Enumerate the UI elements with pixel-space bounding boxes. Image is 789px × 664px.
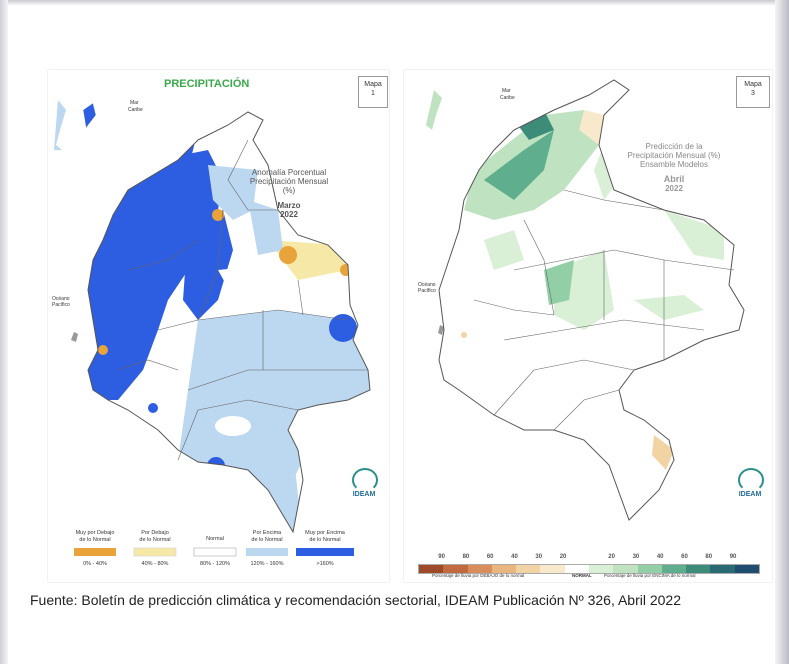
scale-normal-text: NORMAL [572,573,592,578]
right-ocean-label-2: Pacífico [418,288,436,294]
legend-below-line-2: de lo Normal [139,536,171,543]
right-year: 2022 [665,184,683,193]
scale-swatch [613,565,638,573]
right-title-line-3: Ensamble Modelos [639,160,709,169]
right-logo-text: IDEAM [738,491,762,498]
left-map-subtitle: Anomalía Porcentual Precipitación Mensua… [234,168,344,219]
left-map-panel: PRECIPITACIÓN Mapa 1 Mar Caribe Océano P… [48,70,389,582]
legend-very-below-line-1: Muy por Debajo [75,530,115,536]
photo-edge-left [0,0,8,664]
scale-below-text: Porcentaje de lluvia por DEBAJO de lo no… [432,573,525,578]
photo-edge-top [0,0,789,6]
scale-number: 60 [486,554,494,560]
ideam-logo-icon [738,468,764,492]
scale-number: 90 [438,554,445,560]
right-ideam-logo: IDEAM [734,468,766,502]
right-title-line-1: Predicción de la [645,142,703,151]
legend-range-below: 40% - 80% [141,561,169,567]
scale-number: 80 [462,554,470,560]
scale-above-text: Porcentaje de lluvia por ENCIMA de lo no… [604,573,696,578]
scale-swatch [661,565,687,573]
left-map-graphic [54,100,371,557]
scale-swatch [686,565,711,573]
scale-number: 30 [632,554,640,560]
left-month: Marzo [277,201,301,210]
legend-swatch-very-above [296,548,354,556]
scale-number: 40 [656,554,664,560]
scale-swatch [734,565,759,573]
right-map-number: 3 [751,90,755,97]
scale-swatch [637,565,662,573]
scale-number: 20 [559,554,567,560]
scale-swatch [710,565,735,573]
legend-label-above: Por Encima de lo Normal [240,530,294,543]
legend-very-below-line-2: de lo Normal [79,536,111,543]
right-map-label: Mapa [744,81,762,88]
scale-swatch [419,565,444,573]
scale-number: 60 [681,554,688,560]
right-map-panel: Mapa 3 Mar Caribe Océano Pacífico Predic… [404,70,772,582]
precipitation-color-scale [418,564,760,574]
left-sea-label-2: Caribe [128,107,143,113]
legend-label-normal: Normal [188,536,242,543]
left-ideam-logo: IDEAM [348,468,380,502]
left-year: 2022 [280,210,298,219]
legend-range-very-above: >160% [316,561,334,567]
scale-swatch [491,565,517,573]
legend-range-very-below: 0% - 40% [83,561,107,567]
scale-number: 90 [729,554,737,560]
right-ocean-label-1: Océano [418,282,436,288]
right-map-graphic [426,79,745,521]
legend-normal-line-1: Normal [206,536,224,542]
left-map-label: Mapa [364,81,382,88]
scale-number: 40 [511,554,518,560]
left-logo-text: IDEAM [352,491,376,498]
left-subtitle-line-3: (%) [282,186,296,195]
left-map-number-box: Mapa 1 [358,76,388,108]
legend-label-below: Por Debajo de lo Normal [128,530,182,543]
left-subtitle-line-2: Precipitación Mensual [249,177,329,186]
right-map-title: Predicción de la Precipitación Mensual (… [594,142,754,193]
right-sea-label-1: Mar [502,88,511,94]
legend-swatch-very-below [74,548,116,556]
left-map-number: 1 [371,90,375,97]
scale-swatch [443,565,468,573]
scale-swatch [564,565,589,573]
scale-swatch [540,565,565,573]
scale-swatch [467,565,492,573]
legend-range-above: 120% - 160% [250,561,284,567]
legend-swatch-below [133,547,177,557]
source-caption: Fuente: Boletín de predicción climática … [30,592,681,608]
left-subtitle-line-1: Anomalía Porcentual [251,168,327,177]
photo-edge-right [775,0,789,664]
legend-very-above-line-2: de lo Normal [309,536,341,543]
ideam-logo-icon [352,468,378,492]
legend-swatch-normal [193,547,237,557]
legend-label-very-below: Muy por Debajo de lo Normal [68,530,122,543]
left-sea-label-1: Mar [130,100,139,106]
legend-swatch-above [246,548,288,556]
right-map-number-box: Mapa 3 [736,76,770,108]
legend-very-above-line-1: Muy por Encima [305,530,345,536]
legend-above-line-1: Por Encima [252,530,282,536]
right-month: Abril [663,174,685,184]
scale-swatch [588,565,614,573]
left-map-title: PRECIPITACIÓN [164,78,250,90]
left-ocean-label-1: Océano [52,296,70,302]
scale-number: 20 [608,554,615,560]
left-ocean-label-2: Pacífico [52,302,70,308]
legend-below-line-1: Por Debajo [141,530,169,536]
legend-label-very-above: Muy por Encima de lo Normal [296,530,354,543]
scale-swatch [516,565,541,573]
scale-number: 80 [705,554,713,560]
right-sea-label-2: Caribe [500,95,515,101]
scale-number: 30 [535,554,543,560]
legend-above-line-2: de lo Normal [251,536,283,543]
legend-range-normal: 80% - 120% [200,561,230,567]
right-title-line-2: Precipitación Mensual (%) [627,151,721,160]
